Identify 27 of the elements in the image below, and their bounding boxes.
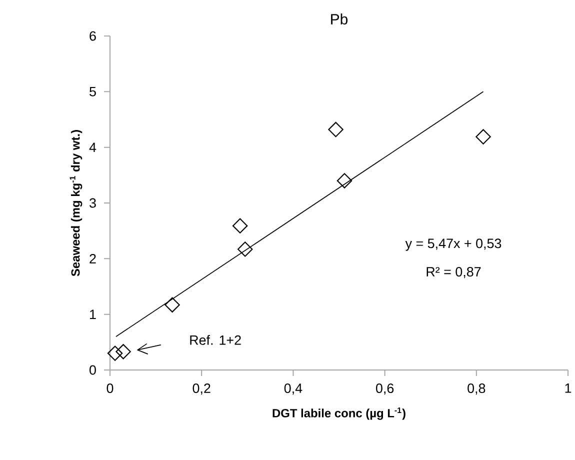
y-axis-title: Seaweed (mg kg$^{-1}$ dry wt.) [70,130,82,276]
y-tick-label: 3 [90,198,96,208]
annotation: R² = 0,87 [426,267,481,278]
y-tick-label: 1 [90,310,96,319]
y-tick-label: 6 [90,31,96,41]
point [107,346,123,361]
annotation: y = 5,47x + 0,53 [405,238,502,251]
x-tick-label: 1 [565,384,572,393]
point [328,122,344,138]
x-tick-label: 0,2 [192,384,210,395]
point [164,297,180,312]
point [336,173,352,188]
y-tick-label: 4 [89,142,96,152]
chart-title: Pb [331,14,348,24]
x-axis-title: DGT labile conc (µg L$^{-1}$) [272,407,406,420]
y-tick-label: 5 [90,86,96,96]
y-tick-label: 2 [90,254,96,264]
point [476,129,491,144]
y-tick-label: 0 [90,365,96,375]
point [237,242,253,257]
x-tick-label: 0,4 [284,384,302,395]
x-tick-label: 0 [106,384,114,394]
point [116,344,131,360]
annotation: Ref. 1+2 [190,335,241,345]
x-tick-label: 0,6 [376,384,394,395]
point [232,218,248,234]
x-tick-label: 0,8 [468,384,486,395]
